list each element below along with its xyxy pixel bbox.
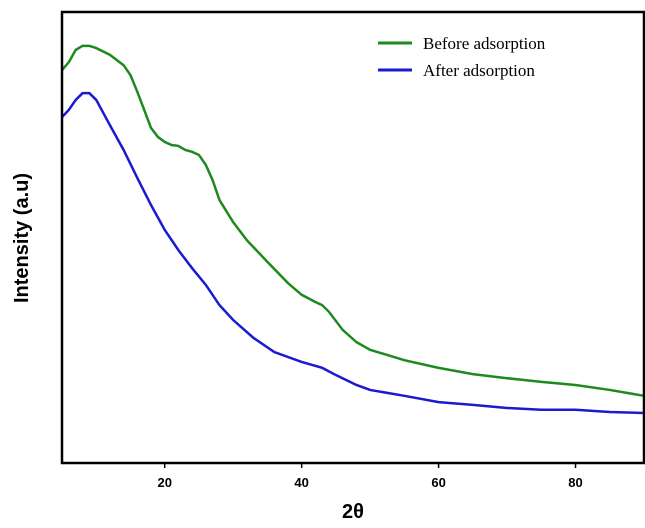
legend-label: Before adsorption — [423, 34, 546, 53]
y-axis-label: Intensity (a.u) — [11, 173, 33, 303]
x-axis-label: 2θ — [342, 501, 364, 523]
data-line — [61, 44, 645, 398]
data-line — [61, 91, 645, 415]
x-tick-label: 60 — [431, 475, 445, 490]
x-tick-label: 20 — [157, 475, 171, 490]
x-tick-label: 80 — [568, 475, 582, 490]
x-tick-label: 40 — [294, 475, 308, 490]
legend-label: After adsorption — [423, 61, 535, 80]
plot-frame — [60, 10, 645, 465]
